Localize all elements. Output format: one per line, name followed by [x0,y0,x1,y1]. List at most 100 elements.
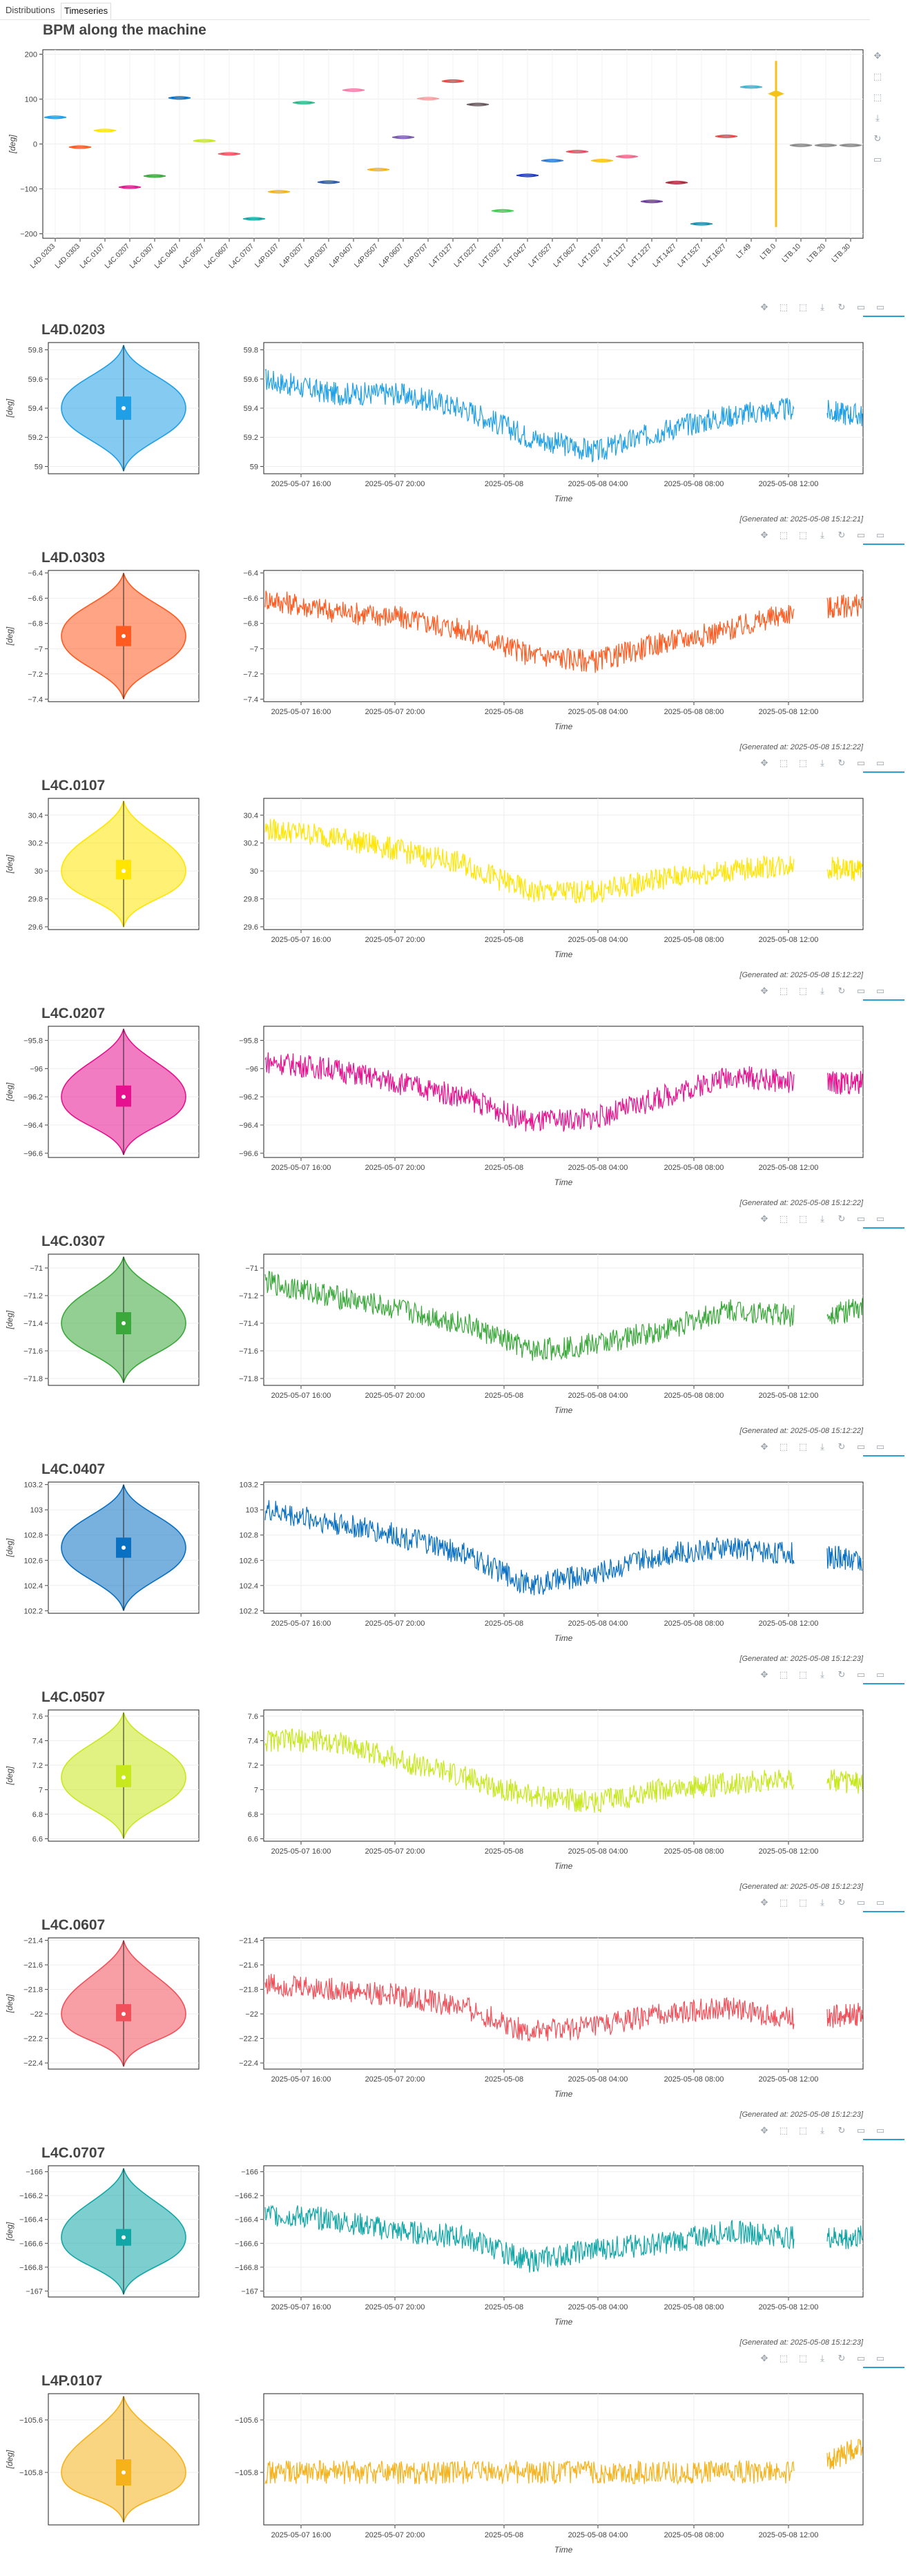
toolbar-icon[interactable]: ✥ [873,50,882,61]
toolbar-icon[interactable]: ✥ [760,986,768,996]
toolbar-icon[interactable]: ⬚ [798,302,808,312]
x-tick-label: 2025-05-08 04:00 [568,2303,628,2311]
toolbar-icon[interactable]: ⤓ [820,302,824,312]
toolbar-icon[interactable]: ⬚ [779,530,788,540]
toolbar-icon[interactable]: ↻ [838,986,846,996]
toolbar-icon[interactable]: ⬚ [779,1213,788,1224]
toolbar-icon[interactable]: ▭ [856,1441,866,1452]
toolbar-icon[interactable]: ⤓ [820,758,824,768]
y-tick-label: −22 [30,2010,43,2019]
toolbar-icon[interactable]: ⬚ [798,986,808,996]
x-axis-label: Time [554,1405,573,1415]
toolbar-icon[interactable]: ⤓ [820,530,824,540]
x-axis-label: Time [554,722,573,731]
toolbar-icon[interactable]: ⤓ [820,1213,824,1224]
y-tick-label: −71.6 [239,1347,258,1356]
toolbar-icon[interactable]: ▭ [875,530,885,540]
toolbar-icon[interactable]: ✥ [760,1669,768,1680]
toolbar-icon[interactable]: ▭ [856,2353,866,2363]
x-tick-label: 2025-05-08 04:00 [568,480,628,488]
y-tick-label: −22.4 [239,2059,258,2068]
toolbar-icon[interactable]: ✥ [760,530,768,540]
y-tick-label: −167 [241,2287,258,2296]
toolbar-icon[interactable]: ✥ [760,1897,768,1907]
toolbar-icon[interactable]: ⬚ [779,758,788,768]
toolbar-icon[interactable]: ▭ [873,154,882,164]
timeseries-line [264,2204,795,2273]
toolbar-icon[interactable]: ⬚ [779,302,788,312]
toolbar-icon[interactable]: ⬚ [798,1669,808,1680]
y-tick-label: 103.2 [23,1481,43,1490]
toolbar-icon[interactable]: ⬚ [779,1441,788,1452]
toolbar-icon[interactable]: ⬚ [798,530,808,540]
toolbar-icon[interactable]: ↻ [838,2125,846,2135]
tab-timeseries[interactable]: Timeseries [61,3,112,19]
y-tick-label: 7.2 [32,1762,43,1770]
x-tick-label: 2025-05-07 16:00 [271,1164,331,1172]
toolbar-icon[interactable]: ⤓ [820,2125,824,2135]
toolbar-icon[interactable]: ▭ [856,1669,866,1680]
toolbar-icon[interactable]: ⬚ [798,758,808,768]
toolbar-icon[interactable]: ⬚ [798,2353,808,2363]
toolbar-icon[interactable]: ⬚ [873,92,882,102]
toolbar-icon[interactable]: ▭ [875,986,885,996]
tab-distributions[interactable]: Distributions [6,5,55,15]
toolbar-icon[interactable]: ⬚ [779,1669,788,1680]
toolbar-icon[interactable]: ▭ [856,530,866,540]
x-tick-label: L4C.0707 [227,242,255,271]
toolbar-icon[interactable]: ✥ [760,2353,768,2363]
toolbar-icon[interactable]: ✥ [760,1213,768,1224]
x-tick-label: 2025-05-07 20:00 [365,480,425,488]
toolbar-icon[interactable]: ⤓ [820,2353,824,2363]
toolbar-icon[interactable]: ↻ [838,302,846,312]
toolbar-icon[interactable]: ⤓ [820,1897,824,1907]
toolbar-icon[interactable]: ✥ [760,2125,768,2135]
y-tick-label: 7.4 [248,1737,258,1745]
x-tick-label: 2025-05-08 12:00 [759,1392,819,1400]
toolbar-icon[interactable]: ▭ [856,1897,866,1907]
toolbar-icon[interactable]: ⬚ [779,1897,788,1907]
toolbar-icon[interactable]: ↻ [838,1669,846,1680]
toolbar-icon[interactable]: ↻ [838,758,846,768]
toolbar-icon[interactable]: ▭ [875,302,885,312]
toolbar-icon[interactable]: ✥ [760,1441,768,1452]
toolbar-icon[interactable]: ⬚ [779,2125,788,2135]
toolbar-icon[interactable]: ▭ [856,1213,866,1224]
toolbar-icon[interactable]: ▭ [875,2125,885,2135]
toolbar-icon[interactable]: ↻ [838,2353,846,2363]
toolbar-icon[interactable]: ↻ [838,530,846,540]
toolbar-icon[interactable]: ↻ [873,133,882,144]
toolbar-icon[interactable]: ▭ [875,1213,885,1224]
x-axis-label: Time [554,1178,573,1187]
toolbar-icon[interactable]: ▭ [875,1669,885,1680]
toolbar-icon[interactable]: ↻ [838,1213,846,1224]
x-tick-label: L4P.0107 [253,242,280,269]
toolbar-icon[interactable]: ⤓ [820,986,824,996]
toolbar-icon[interactable]: ▭ [875,1897,885,1907]
toolbar-icon[interactable]: ⬚ [798,2125,808,2135]
toolbar-icon[interactable]: ⬚ [779,2353,788,2363]
toolbar-icon[interactable]: ⬚ [873,71,882,81]
toolbar-icon[interactable]: ⤓ [875,113,880,123]
toolbar-icon[interactable]: ▭ [856,986,866,996]
toolbar-icon[interactable]: ▭ [875,1441,885,1452]
toolbar-icon[interactable]: ▭ [875,2353,885,2363]
toolbar-icon[interactable]: ▭ [856,302,866,312]
x-tick-label: L4C.0207 [103,242,131,271]
toolbar-icon[interactable]: ▭ [875,758,885,768]
y-tick-label: 7.4 [32,1737,43,1745]
toolbar-icon[interactable]: ⬚ [798,1897,808,1907]
toolbar-icon[interactable]: ⤓ [820,1669,824,1680]
x-tick-label: LTB.30 [830,242,852,265]
toolbar-icon[interactable]: ↻ [838,1441,846,1452]
toolbar-icon[interactable]: ↻ [838,1897,846,1907]
toolbar-icon[interactable]: ✥ [760,302,768,312]
toolbar-icon[interactable]: ⤓ [820,1441,824,1452]
x-tick-label: 2025-05-08 [485,1392,523,1400]
toolbar-icon[interactable]: ▭ [856,758,866,768]
toolbar-icon[interactable]: ⬚ [798,1441,808,1452]
toolbar-icon[interactable]: ⬚ [798,1213,808,1224]
toolbar-icon[interactable]: ▭ [856,2125,866,2135]
toolbar-icon[interactable]: ✥ [760,758,768,768]
toolbar-icon[interactable]: ⬚ [779,986,788,996]
